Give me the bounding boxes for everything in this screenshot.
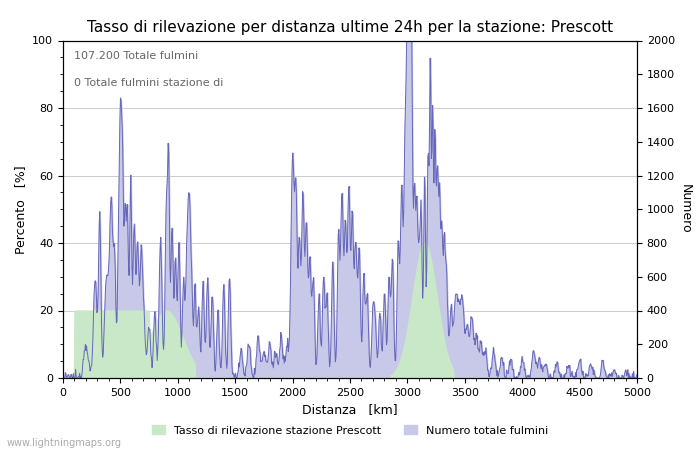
- Y-axis label: Numero: Numero: [678, 184, 692, 234]
- Text: www.lightningmaps.org: www.lightningmaps.org: [7, 438, 122, 448]
- Legend: Tasso di rilevazione stazione Prescott, Numero totale fulmini: Tasso di rilevazione stazione Prescott, …: [148, 421, 552, 440]
- Text: 0 Totale fulmini stazione di: 0 Totale fulmini stazione di: [74, 77, 224, 88]
- X-axis label: Distanza   [km]: Distanza [km]: [302, 403, 398, 416]
- Text: 107.200 Totale fulmini: 107.200 Totale fulmini: [74, 51, 199, 61]
- Y-axis label: Percento   [%]: Percento [%]: [14, 165, 27, 253]
- Title: Tasso di rilevazione per distanza ultime 24h per la stazione: Prescott: Tasso di rilevazione per distanza ultime…: [87, 20, 613, 35]
